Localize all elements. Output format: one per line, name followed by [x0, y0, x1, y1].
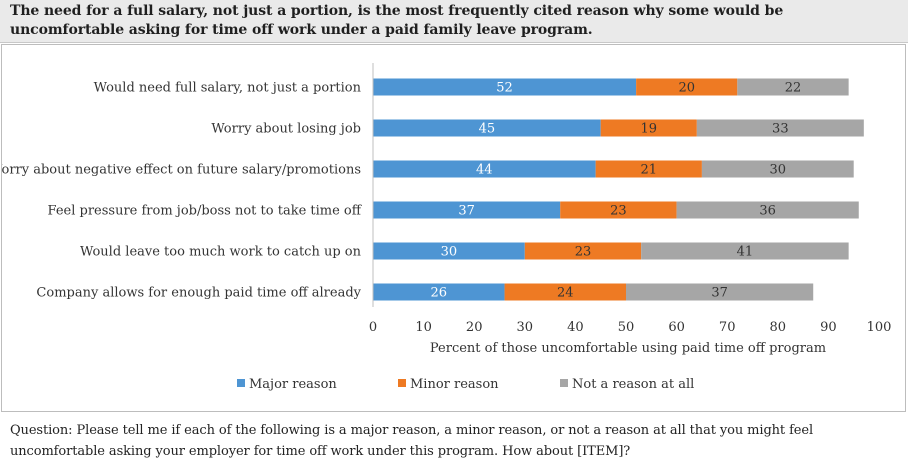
data-label: 22 [785, 81, 802, 96]
bar-not-a-reason [696, 119, 864, 137]
bar-not-a-reason [626, 283, 814, 301]
x-tick-label: 40 [567, 320, 584, 335]
category-label: Worry about losing job [211, 122, 361, 137]
data-label: 23 [610, 204, 627, 219]
category-label: Would leave too much work to catch up on [80, 245, 362, 260]
bar-minor-reason [600, 119, 697, 137]
x-tick-label: 10 [415, 320, 432, 335]
bar-major-reason [373, 242, 525, 260]
x-tick-label: 30 [517, 320, 534, 335]
x-tick-label: 20 [466, 320, 483, 335]
data-label: 44 [476, 163, 493, 178]
data-label: 21 [640, 163, 657, 178]
x-tick-label: 90 [820, 320, 837, 335]
category-label: Company allows for enough paid time off … [36, 286, 361, 301]
chart-frame: Would need full salary, not just a porti… [1, 44, 906, 412]
bar-minor-reason [560, 201, 677, 219]
bar-not-a-reason [737, 78, 849, 96]
chart-title: The need for a full salary, not just a p… [10, 3, 784, 38]
data-label: 36 [759, 204, 776, 219]
legend-swatch [560, 379, 568, 387]
stacked-bar-chart: Would need full salary, not just a porti… [2, 63, 892, 392]
data-label: 52 [496, 81, 513, 96]
bar-not-a-reason [701, 160, 854, 178]
data-label: 37 [458, 204, 475, 219]
data-label: 23 [575, 245, 592, 260]
x-tick-label: 100 [867, 320, 892, 335]
bar-minor-reason [595, 160, 702, 178]
category-label: Feel pressure from job/boss not to take … [48, 204, 363, 219]
bar-major-reason [373, 119, 601, 137]
x-tick-label: 60 [668, 320, 685, 335]
legend-swatch [398, 379, 406, 387]
data-label: 26 [431, 286, 448, 301]
bar-major-reason [373, 283, 505, 301]
survey-question: Question: Please tell me if each of the … [10, 423, 814, 459]
x-tick-label: 80 [770, 320, 787, 335]
bar-major-reason [373, 78, 637, 96]
bar-not-a-reason [641, 242, 849, 260]
data-label: 30 [770, 163, 787, 178]
x-tick-label: 50 [618, 320, 635, 335]
bar-minor-reason [504, 283, 626, 301]
category-label: Would need full salary, not just a porti… [94, 81, 362, 96]
x-tick-label: 0 [369, 320, 377, 335]
data-label: 24 [557, 286, 574, 301]
chart-header: The need for a full salary, not just a p… [0, 0, 908, 43]
bar-minor-reason [636, 78, 738, 96]
bar-not-a-reason [676, 201, 859, 219]
legend-swatch [237, 379, 245, 387]
legend-label: Not a reason at all [572, 377, 694, 392]
category-label: Worry about negative effect on future sa… [2, 163, 361, 178]
bar-major-reason [373, 160, 596, 178]
data-label: 45 [479, 122, 496, 137]
data-label: 19 [640, 122, 657, 137]
data-label: 33 [772, 122, 789, 137]
data-label: 41 [737, 245, 754, 260]
data-label: 20 [678, 81, 695, 96]
bar-major-reason [373, 201, 561, 219]
bar-minor-reason [524, 242, 642, 260]
x-tick-label: 70 [719, 320, 736, 335]
legend-label: Major reason [249, 377, 337, 392]
data-label: 37 [711, 286, 728, 301]
x-axis-title: Percent of those uncomfortable using pai… [430, 341, 826, 356]
data-label: 30 [441, 245, 458, 260]
legend-label: Minor reason [410, 377, 499, 392]
